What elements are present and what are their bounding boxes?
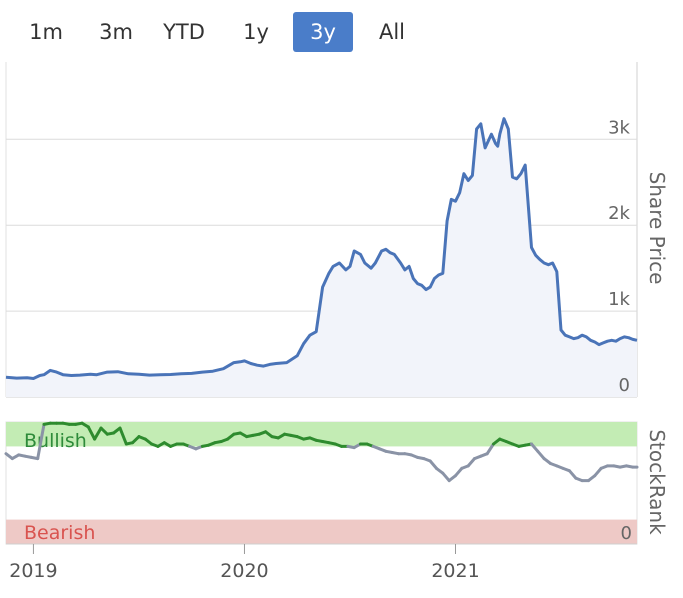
stockrank-segment-18 xyxy=(118,426,128,446)
price-y-tick-label-0: 0 xyxy=(619,375,630,396)
stockrank-segment-89 xyxy=(568,469,578,480)
range-button-1y[interactable]: 1y xyxy=(243,20,269,44)
price-y-axis-label: Share Price xyxy=(645,172,669,285)
x-tick-label-0: 2019 xyxy=(9,560,57,582)
stockrank-segment-76 xyxy=(485,442,495,456)
x-tick-label-1: 2020 xyxy=(220,560,268,582)
price-y-tick-label-1: 1k xyxy=(608,289,630,310)
range-button-3m[interactable]: 3m xyxy=(99,20,133,44)
range-selector: 1m 3m YTD 1y 3y All xyxy=(0,10,683,54)
range-button-all[interactable]: All xyxy=(378,20,406,44)
bullish-band-label: Bullish xyxy=(24,430,87,452)
stockrank-series xyxy=(4,421,639,483)
stockrank-segment-67 xyxy=(428,459,438,470)
bearish-band-label: Bearish xyxy=(24,522,95,544)
price-y-tick-label-3: 3k xyxy=(608,117,630,138)
stockrank-segment-5 xyxy=(36,422,46,461)
rank-y-tick-0: 0 xyxy=(621,523,632,544)
stockrank-segment-83 xyxy=(530,442,540,453)
range-button-ytd[interactable]: YTD xyxy=(163,20,205,44)
price-series-line xyxy=(5,117,638,380)
stockrank-segment-14 xyxy=(93,426,103,441)
stockrank-segment-69 xyxy=(441,471,451,483)
stockrank-segment-73 xyxy=(466,457,476,468)
stockrank-segment-93 xyxy=(593,466,603,478)
x-tick-label-2: 2021 xyxy=(431,560,479,582)
x-axis-ticks: 2019 2020 2021 xyxy=(9,544,480,582)
stockrank-segment-84 xyxy=(536,449,546,461)
price-y-tick-label-2: 2k xyxy=(608,203,630,224)
bearish-band xyxy=(6,519,637,544)
range-button-1m[interactable]: 1m xyxy=(29,20,63,44)
stockrank-segment-71 xyxy=(454,466,464,478)
price-area-fill xyxy=(6,118,637,397)
rank-y-axis-label: StockRank xyxy=(645,429,669,535)
price-y-tick-labels: 0 1k 2k 3k xyxy=(608,117,630,396)
stockrank-segment-13 xyxy=(86,425,97,441)
range-button-3y[interactable]: 3y xyxy=(293,12,353,52)
